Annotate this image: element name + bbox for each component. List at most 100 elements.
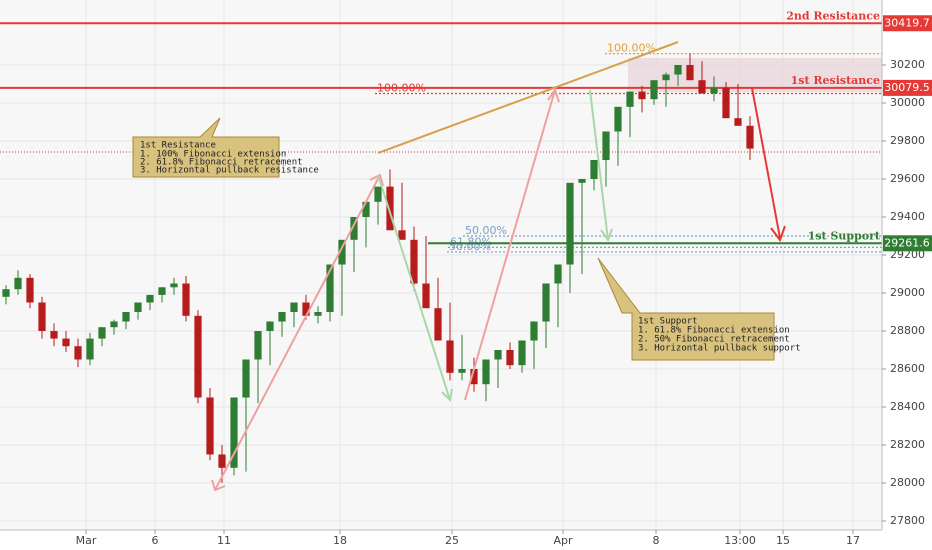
candle-body bbox=[278, 311, 286, 322]
candle-body bbox=[146, 294, 154, 303]
arrow bbox=[751, 87, 781, 239]
level-name: 1st Resistance bbox=[791, 74, 880, 87]
x-tick-label: Apr bbox=[554, 534, 574, 547]
y-tick-label: 29400 bbox=[890, 210, 925, 223]
level-badge bbox=[883, 79, 932, 96]
candle-body bbox=[458, 368, 466, 373]
y-tick-label: 30200 bbox=[890, 58, 925, 71]
candle-body bbox=[326, 264, 334, 312]
x-tick-label: 8 bbox=[653, 534, 660, 547]
x-tick-label: 17 bbox=[846, 534, 860, 547]
y-tick-label: 28000 bbox=[890, 476, 925, 489]
arrow-head bbox=[211, 479, 226, 492]
y-tick-label: 29000 bbox=[890, 286, 925, 299]
candle-body bbox=[722, 87, 730, 119]
candle-body bbox=[542, 283, 550, 322]
candle-body bbox=[362, 201, 370, 217]
x-tick-label: 11 bbox=[217, 534, 231, 547]
candle-body bbox=[386, 186, 394, 231]
candle-body bbox=[50, 330, 58, 339]
level-value: 30419.7 bbox=[884, 16, 930, 29]
x-tick-label: 15 bbox=[776, 534, 790, 547]
arrow bbox=[464, 89, 556, 401]
arrow bbox=[377, 174, 451, 401]
candle-body bbox=[410, 239, 418, 284]
y-tick-label: 27800 bbox=[890, 514, 925, 527]
y-tick-label: 29800 bbox=[890, 134, 925, 147]
candle-body bbox=[470, 368, 478, 385]
candle-body bbox=[86, 338, 94, 360]
level-value: 29261.6 bbox=[884, 236, 930, 249]
candle-body bbox=[158, 287, 166, 295]
candle-body bbox=[590, 159, 598, 179]
level-name: 1st Support bbox=[808, 229, 881, 242]
y-tick-label: 28400 bbox=[890, 400, 925, 413]
candle-body bbox=[290, 302, 298, 312]
arrow-head bbox=[441, 388, 453, 403]
callout: 1st Support 1. 61.8% Fibonacci extension… bbox=[597, 257, 801, 361]
level-badge bbox=[883, 15, 932, 32]
fib-label: 100.00% bbox=[607, 42, 656, 55]
candle-body bbox=[206, 397, 214, 455]
candle-body bbox=[698, 80, 706, 94]
fib-label: 50.00% bbox=[465, 224, 507, 237]
candle-body bbox=[74, 346, 82, 360]
resistance-zone bbox=[628, 58, 882, 92]
candle-body bbox=[98, 327, 106, 339]
callout-box bbox=[132, 117, 280, 178]
arrow-head bbox=[547, 87, 560, 103]
y-tick-label: 28800 bbox=[890, 324, 925, 337]
candle-body bbox=[302, 302, 310, 316]
y-tick-label: 29600 bbox=[890, 172, 925, 185]
candle-body bbox=[638, 91, 646, 100]
candle-body bbox=[182, 283, 190, 316]
candle-body bbox=[350, 216, 358, 240]
candle-body bbox=[614, 106, 622, 132]
candle-body bbox=[674, 64, 682, 75]
trend-line bbox=[377, 41, 679, 154]
candle-body bbox=[2, 289, 10, 297]
arrow bbox=[214, 174, 381, 491]
callout-line: 2. 61.8% Fibonacci retracement bbox=[140, 158, 303, 168]
level-value: 30079.5 bbox=[884, 81, 930, 94]
candle-body bbox=[506, 349, 514, 366]
candle-body bbox=[566, 182, 574, 265]
candle-body bbox=[230, 397, 238, 468]
arrow-head bbox=[600, 228, 613, 243]
level-badge bbox=[883, 235, 932, 252]
candle-body bbox=[170, 283, 178, 288]
arrow bbox=[589, 89, 609, 241]
y-tick-label: 28200 bbox=[890, 438, 925, 451]
candle-body bbox=[194, 315, 202, 398]
candle-body bbox=[14, 277, 22, 290]
candle-body bbox=[38, 302, 46, 331]
candle-body bbox=[482, 359, 490, 385]
grid bbox=[0, 0, 882, 530]
candle-body bbox=[710, 87, 718, 94]
level-name: 2nd Resistance bbox=[786, 9, 880, 22]
fib-label: 61.80% bbox=[450, 235, 492, 248]
candle-body bbox=[494, 349, 502, 360]
y-tick-label: 30000 bbox=[890, 96, 925, 109]
candle-body bbox=[650, 80, 658, 100]
callout-box bbox=[597, 257, 775, 361]
candle-body bbox=[62, 338, 70, 347]
candle-body bbox=[434, 308, 442, 341]
candle-body bbox=[626, 91, 634, 107]
candle-body bbox=[554, 264, 562, 284]
candle-body bbox=[134, 302, 142, 312]
candle-body bbox=[266, 321, 274, 331]
callout-line: 1. 100% Fibonacci extension bbox=[140, 150, 286, 160]
candle-body bbox=[314, 311, 322, 316]
x-tick-label: Mar bbox=[76, 534, 97, 547]
axes: 2780028000282002840028600288002900029200… bbox=[76, 15, 932, 547]
arrow-head bbox=[369, 173, 384, 187]
candle-body bbox=[422, 283, 430, 309]
x-tick-label: 6 bbox=[152, 534, 159, 547]
callout-line: 2. 50% Fibonacci retracement bbox=[638, 335, 790, 345]
callout: 1st Resistance 1. 100% Fibonacci extensi… bbox=[132, 117, 319, 178]
candle-body bbox=[122, 311, 130, 322]
x-tick-label: 18 bbox=[333, 534, 347, 547]
candle-body bbox=[254, 330, 262, 360]
